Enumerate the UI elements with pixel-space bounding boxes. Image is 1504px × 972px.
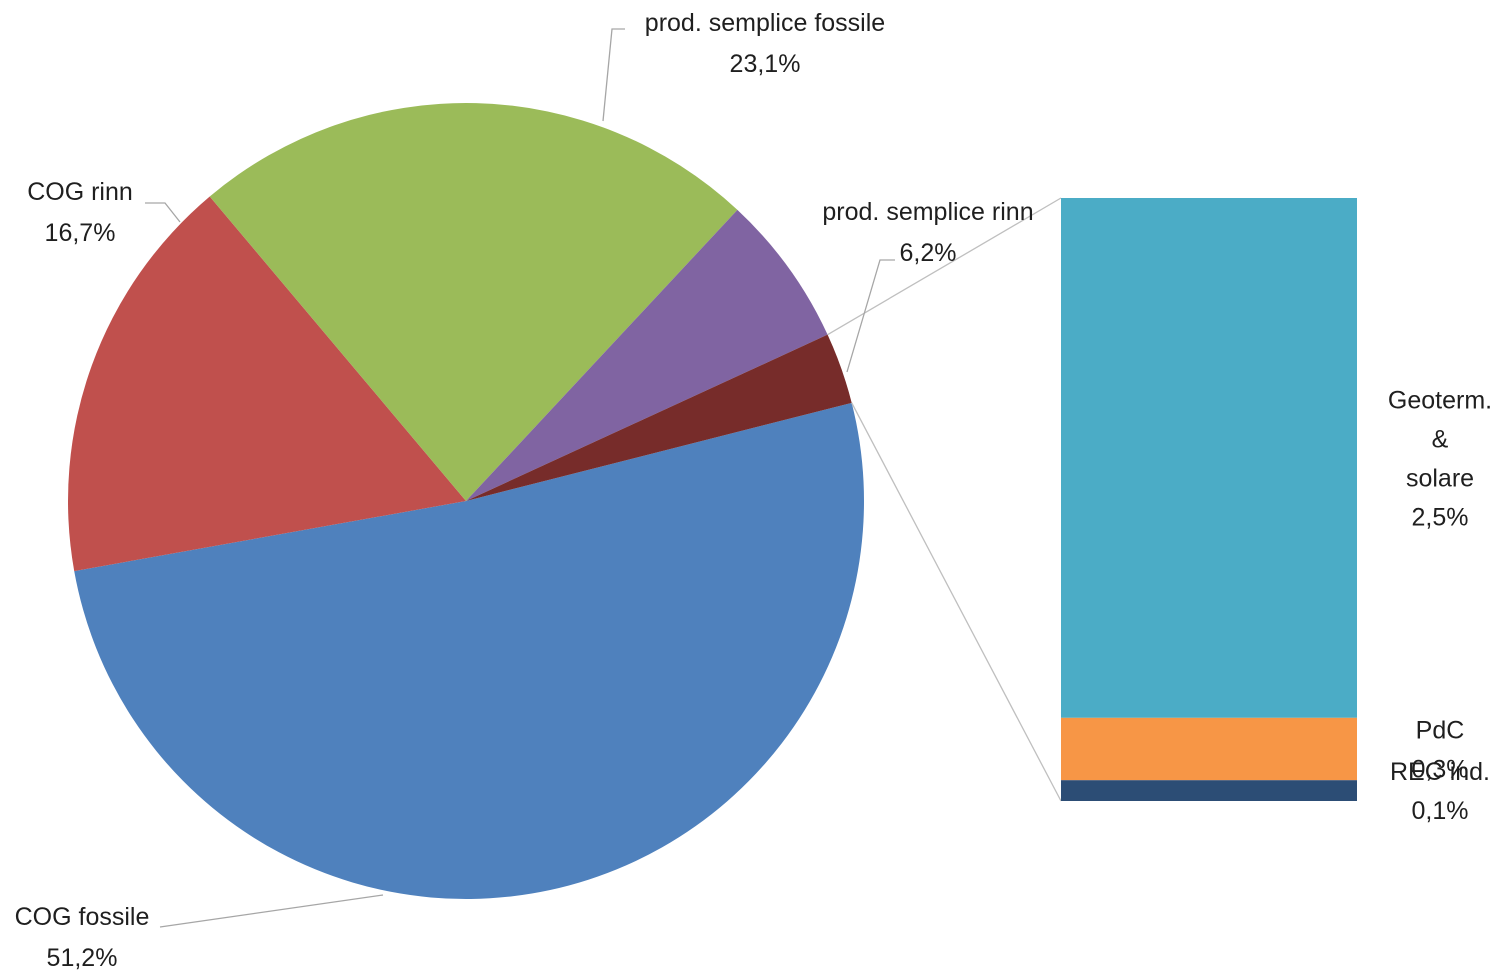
pie-slice-cog-rinn: [68, 196, 467, 572]
connector-line-bottom: [851, 402, 1062, 802]
bar-name-label-pdc: PdC: [1416, 717, 1465, 745]
bar-name-label-geoterm-solare: Geoterm.: [1388, 386, 1492, 414]
leader-line-prod-semplice-fossile: [602, 28, 625, 122]
leader-lines: [145, 28, 895, 928]
connector-line-top: [827, 197, 1062, 336]
slice-name-label-prod-semplice-fossile: prod. semplice fossile: [645, 9, 885, 37]
connector-lines: [827, 197, 1062, 802]
bar-name-label-rec-ind: REC ind.: [1390, 758, 1490, 786]
slice-value-label-prod-semplice-rinn: 6,2%: [900, 239, 957, 267]
slice-value-label-prod-semplice-fossile: 23,1%: [730, 50, 801, 78]
pie-slice-cog-fossile: [74, 402, 865, 899]
pie-slice-other: [466, 334, 852, 501]
data-labels: COG fossile 51,2% COG rinn 16,7% prod. sempl…: [15, 9, 1492, 972]
stacked-bar-group: [1061, 198, 1357, 801]
bar-value-label-rec-ind: 0,1%: [1412, 797, 1469, 825]
bar-name-label-geoterm-solare: &: [1432, 425, 1449, 453]
leader-line-cog-fossile: [159, 894, 384, 928]
slice-name-label-cog-rinn: COG rinn: [27, 178, 133, 206]
pie-slice-prod-semplice-fossile: [209, 103, 738, 501]
leader-line-cog-rinn: [145, 202, 181, 223]
bar-name-label-geoterm-solare: solare: [1406, 464, 1474, 492]
bar-value-label-geoterm-solare: 2,5%: [1412, 503, 1469, 531]
bar-value-label-pdc: 0,3%: [1412, 756, 1469, 784]
bar-segment-rec-ind: [1061, 780, 1357, 801]
pie-group: [68, 103, 865, 899]
leader-line-prod-semplice-rinn: [846, 259, 895, 373]
slice-name-label-cog-fossile: COG fossile: [15, 903, 150, 931]
bar-segment-geoterm-solare: [1061, 198, 1357, 718]
slice-value-label-cog-fossile: 51,2%: [47, 944, 118, 972]
slice-value-label-cog-rinn: 16,7%: [45, 219, 116, 247]
pie-slice-prod-semplice-rinn: [466, 209, 828, 501]
bar-segment-pdc: [1061, 717, 1357, 781]
slice-name-label-prod-semplice-rinn: prod. semplice rinn: [822, 198, 1033, 226]
